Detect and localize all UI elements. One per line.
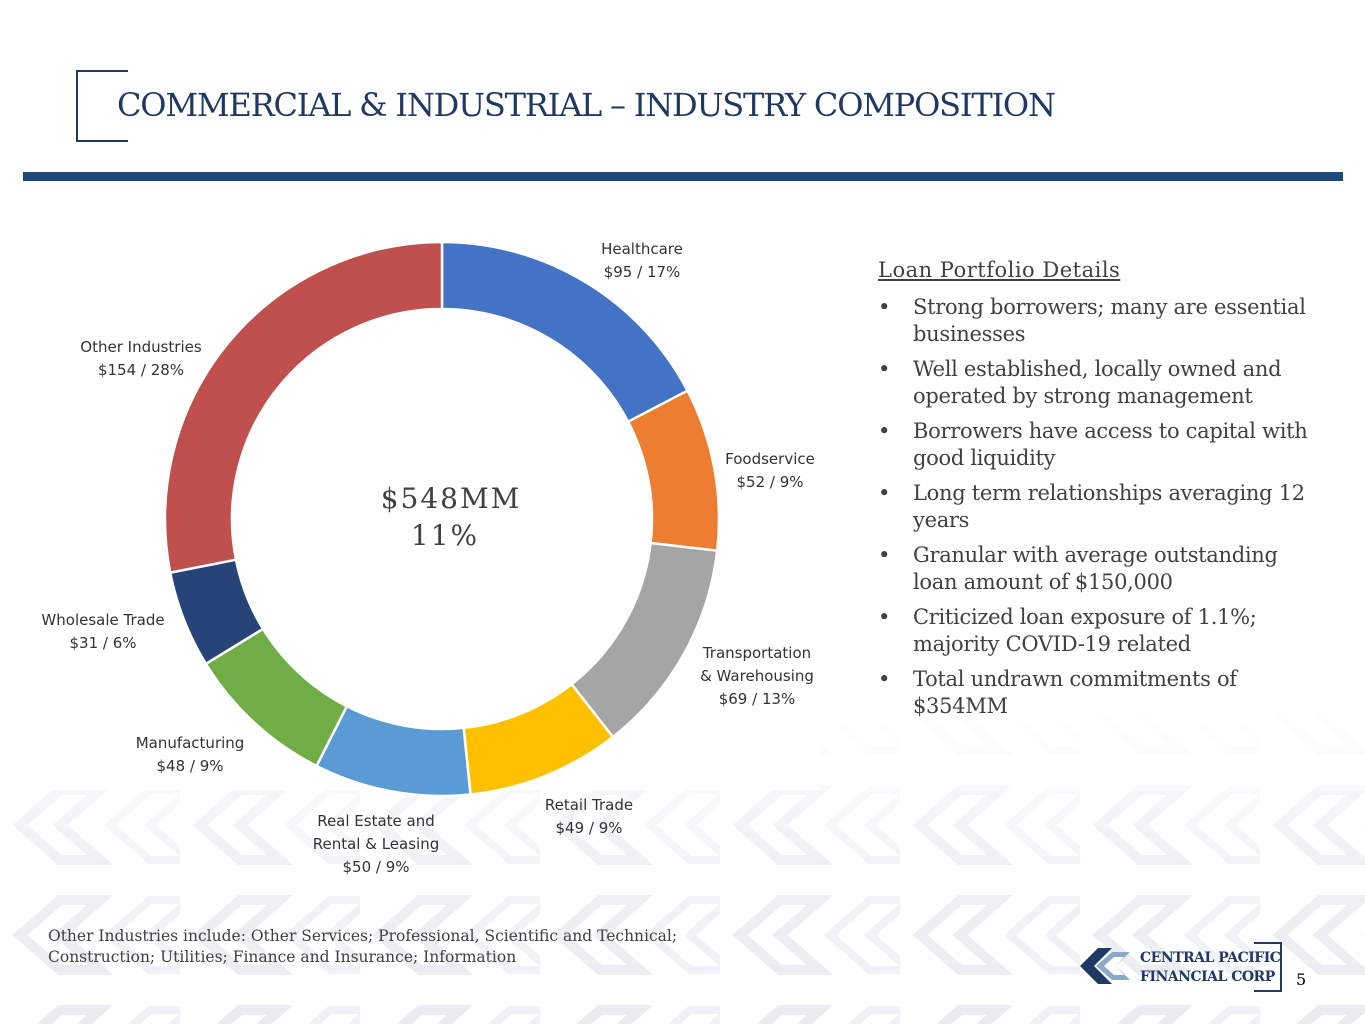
list-item: • Long term relationships averaging 12 ye… — [878, 481, 1305, 532]
bullet-icon: • — [878, 481, 891, 505]
segment-label: Other Industries — [80, 338, 202, 356]
segment-label: Transportation — [702, 644, 811, 662]
footnote: Other Industries include: Other Services… — [48, 926, 808, 968]
center-percent: 11% — [411, 519, 479, 552]
segment-label: $52 / 9% — [736, 473, 803, 491]
page-number: 5 — [1296, 970, 1307, 989]
loan-portfolio-details: Loan Portfolio Details • Strong borrowers… — [878, 258, 1328, 728]
bullet-icon: • — [878, 543, 891, 567]
donut-segment-transportation-warehousing — [569, 541, 719, 739]
segment-label: Foodservice — [725, 450, 815, 468]
segment-label: $31 / 6% — [69, 634, 136, 652]
segment-label: $50 / 9% — [342, 858, 409, 876]
details-title: Loan Portfolio Details — [878, 258, 1121, 282]
segment-label: $69 / 13% — [719, 690, 796, 708]
footnote-line: Other Industries include: Other Services… — [48, 927, 678, 945]
logo-mark-icon — [1080, 948, 1130, 984]
details-list: • Strong borrowers; many are essential bu… — [878, 294, 1328, 720]
segment-label: & Warehousing — [700, 667, 814, 685]
bullet-icon: • — [878, 295, 891, 319]
list-item: • Borrowers have access to capital with g… — [878, 419, 1308, 470]
page-bracket — [1254, 942, 1282, 992]
list-item: • Total undrawn commitments of $354MM — [878, 667, 1237, 718]
segment-label: Healthcare — [601, 240, 683, 258]
segment-label: Rental & Leasing — [313, 835, 439, 853]
donut-segment-other-industries — [163, 240, 444, 575]
bullet-icon: • — [878, 667, 891, 691]
segment-label: $49 / 9% — [555, 819, 622, 837]
segment-label: $95 / 17% — [604, 263, 681, 281]
list-item: • Well established, locally owned and ope… — [878, 357, 1282, 408]
list-item: • Granular with average outstanding loan … — [878, 543, 1278, 594]
company-logo: CENTRAL PACIFIC FINANCIAL CORP — [1076, 942, 1281, 990]
title-rule — [23, 172, 1343, 181]
bullet-icon: • — [878, 357, 891, 381]
center-amount: $548MM — [381, 482, 522, 515]
segment-label: Retail Trade — [545, 796, 633, 814]
segment-label: Manufacturing — [136, 734, 245, 752]
segment-label: $154 / 28% — [98, 361, 184, 379]
bullet-icon: • — [878, 419, 891, 443]
segment-label: $48 / 9% — [156, 757, 223, 775]
title-bracket — [76, 70, 128, 142]
footnote-line: Construction; Utilities; Finance and Ins… — [48, 948, 517, 966]
segment-label: Wholesale Trade — [41, 611, 164, 629]
page-title: COMMERCIAL & INDUSTRIAL – INDUSTRY COMPO… — [117, 86, 1056, 124]
list-item: • Strong borrowers; many are essential bu… — [878, 295, 1306, 346]
logo-wordmark: CENTRAL PACIFIC FINANCIAL CORP — [1140, 950, 1281, 985]
bullet-icon: • — [878, 605, 891, 629]
list-item: • Criticized loan exposure of 1.1%; major… — [878, 605, 1257, 656]
segment-label: Real Estate and — [317, 812, 435, 830]
donut-segment-foodservice — [626, 389, 721, 553]
